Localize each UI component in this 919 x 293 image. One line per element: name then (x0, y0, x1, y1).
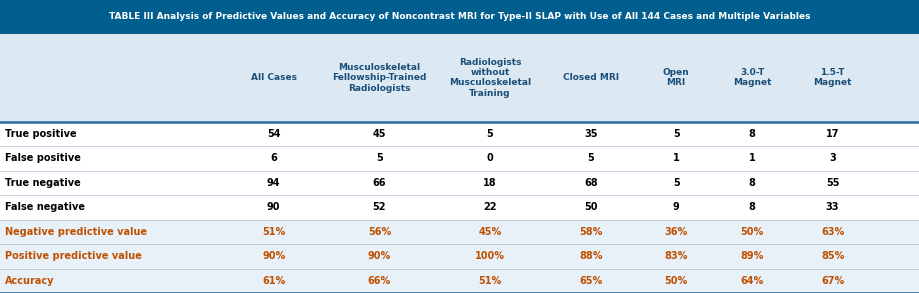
Text: Radiologists
without
Musculoskeletal
Training: Radiologists without Musculoskeletal Tra… (448, 57, 530, 98)
Text: 54: 54 (267, 129, 280, 139)
Text: Accuracy: Accuracy (5, 276, 54, 286)
Text: 17: 17 (825, 129, 838, 139)
Text: 58%: 58% (579, 227, 602, 237)
FancyBboxPatch shape (0, 122, 919, 146)
FancyBboxPatch shape (0, 146, 919, 171)
Text: Negative predictive value: Negative predictive value (5, 227, 146, 237)
Text: 68: 68 (584, 178, 597, 188)
Text: 67%: 67% (820, 276, 844, 286)
Text: Open
MRI: Open MRI (662, 68, 689, 87)
Text: 33: 33 (825, 202, 838, 212)
Text: 36%: 36% (664, 227, 687, 237)
Text: 5: 5 (672, 178, 679, 188)
Text: 5: 5 (486, 129, 493, 139)
Text: 35: 35 (584, 129, 597, 139)
Text: 90%: 90% (262, 251, 285, 261)
FancyBboxPatch shape (0, 268, 919, 293)
Text: 5: 5 (587, 153, 594, 163)
Text: 90: 90 (267, 202, 280, 212)
Text: 6: 6 (270, 153, 277, 163)
Text: 3: 3 (828, 153, 835, 163)
Text: 3.0-T
Magnet: 3.0-T Magnet (732, 68, 770, 87)
Text: 63%: 63% (820, 227, 844, 237)
FancyBboxPatch shape (0, 244, 919, 268)
Text: 5: 5 (672, 129, 679, 139)
Text: False positive: False positive (5, 153, 80, 163)
Text: 8: 8 (748, 129, 754, 139)
Text: 66: 66 (372, 178, 386, 188)
Text: 5: 5 (376, 153, 382, 163)
Text: 1: 1 (748, 153, 754, 163)
FancyBboxPatch shape (0, 195, 919, 219)
Text: Closed MRI: Closed MRI (562, 73, 618, 82)
Text: 88%: 88% (579, 251, 602, 261)
Text: 50: 50 (584, 202, 597, 212)
Text: 22: 22 (482, 202, 496, 212)
Text: True positive: True positive (5, 129, 76, 139)
FancyBboxPatch shape (0, 0, 919, 34)
Text: 9: 9 (672, 202, 679, 212)
Text: 64%: 64% (740, 276, 763, 286)
Text: 90%: 90% (368, 251, 391, 261)
Text: Musculoskeletal
Fellowship-Trained
Radiologists: Musculoskeletal Fellowship-Trained Radio… (332, 63, 426, 93)
FancyBboxPatch shape (0, 219, 919, 244)
Text: 18: 18 (482, 178, 496, 188)
Text: 8: 8 (748, 178, 754, 188)
Text: 1.5-T
Magnet: 1.5-T Magnet (812, 68, 851, 87)
Text: 56%: 56% (368, 227, 391, 237)
Text: 50%: 50% (740, 227, 763, 237)
Text: TABLE III Analysis of Predictive Values and Accuracy of Noncontrast MRI for Type: TABLE III Analysis of Predictive Values … (109, 12, 810, 21)
FancyBboxPatch shape (0, 171, 919, 195)
Text: 45%: 45% (478, 227, 501, 237)
Text: 89%: 89% (740, 251, 763, 261)
Text: 65%: 65% (579, 276, 602, 286)
Text: 8: 8 (748, 202, 754, 212)
Text: False negative: False negative (5, 202, 85, 212)
Text: 51%: 51% (262, 227, 285, 237)
Text: All Cases: All Cases (250, 73, 296, 82)
Text: 55: 55 (825, 178, 838, 188)
Text: 1: 1 (672, 153, 679, 163)
Text: 94: 94 (267, 178, 280, 188)
Text: 51%: 51% (478, 276, 501, 286)
Text: 83%: 83% (664, 251, 687, 261)
Text: 52: 52 (372, 202, 386, 212)
Text: 85%: 85% (820, 251, 844, 261)
Text: 50%: 50% (664, 276, 687, 286)
Text: 100%: 100% (474, 251, 505, 261)
Text: 0: 0 (486, 153, 493, 163)
Text: Positive predictive value: Positive predictive value (5, 251, 142, 261)
Text: 61%: 61% (262, 276, 285, 286)
Text: True negative: True negative (5, 178, 80, 188)
Text: 45: 45 (372, 129, 386, 139)
FancyBboxPatch shape (0, 34, 919, 122)
Text: 66%: 66% (368, 276, 391, 286)
